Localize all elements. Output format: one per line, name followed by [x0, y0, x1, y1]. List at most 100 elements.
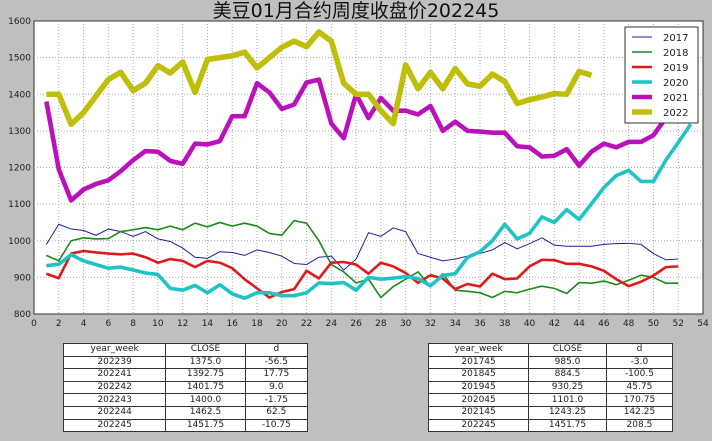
table-cell: 930.25 — [528, 380, 607, 395]
table-cell: 202244 — [62, 405, 167, 420]
x-tick-label: 18 — [251, 319, 263, 329]
x-tick-label: 10 — [152, 319, 164, 329]
table-cell: 201745 — [427, 355, 530, 370]
table-cell: 170.75 — [605, 393, 674, 407]
table-cell: 202245 — [62, 418, 167, 433]
table-cell: CLOSE — [165, 343, 246, 357]
table-row: 202245 1451.75 -10.75 — [62, 418, 309, 433]
y-tick-label: 1000 — [8, 237, 31, 247]
table-cell: 1462.5 — [165, 405, 246, 420]
table-row: 201745 985.0 -3.0 — [427, 355, 674, 370]
table-cell: 142.25 — [605, 405, 674, 420]
x-tick-label: 26 — [350, 319, 362, 329]
table-row: 202242 1401.75 9.0 — [62, 380, 309, 395]
x-tick-label: 54 — [697, 319, 709, 329]
x-tick-label: 16 — [226, 319, 238, 329]
table-row: 202239 1375.0 -56.5 — [62, 355, 309, 370]
x-tick-label: 44 — [573, 319, 585, 329]
table-cell: 202242 — [62, 380, 167, 395]
y-tick-label: 1200 — [8, 164, 31, 174]
x-tick-label: 38 — [499, 319, 511, 329]
x-tick-label: 42 — [549, 319, 560, 329]
left-data-table: year_week CLOSE d 202239 1375.0 -56.5 202241 13… — [62, 343, 309, 433]
table-cell: -10.75 — [244, 418, 309, 433]
x-tick-label: 50 — [648, 319, 660, 329]
table-cell: -56.5 — [244, 355, 309, 370]
table-row: 202045 1101.0 170.75 — [427, 393, 674, 407]
y-tick-label: 1400 — [8, 90, 31, 100]
table-cell: 202243 — [62, 393, 167, 407]
x-tick-label: 8 — [130, 319, 136, 329]
x-tick-label: 22 — [301, 319, 312, 329]
table-cell: 202145 — [427, 405, 530, 420]
table-row: 202243 1400.0 -1.75 — [62, 393, 309, 407]
table-cell: year_week — [62, 343, 167, 357]
series-line-2019 — [45, 249, 679, 299]
x-tick-label: 52 — [672, 319, 683, 329]
legend-label-2017: 2017 — [663, 33, 688, 44]
table-cell: 62.5 — [244, 405, 309, 420]
table-row: 202245 1451.75 208.5 — [427, 418, 674, 433]
x-tick-label: 24 — [326, 319, 338, 329]
table-header-row: year_week CLOSE d — [62, 343, 309, 357]
table-cell: 45.75 — [605, 380, 674, 395]
table-cell: 884.5 — [528, 368, 607, 382]
series-line-2021 — [44, 77, 679, 203]
table-cell: 1400.0 — [165, 393, 246, 407]
table-row: 201845 884.5 -100.5 — [427, 368, 674, 382]
y-tick-label: 800 — [14, 310, 31, 320]
chart-title: 美豆01月合约周度收盘价202245 — [213, 0, 500, 22]
x-tick-label: 4 — [81, 319, 87, 329]
x-tick-label: 12 — [177, 319, 188, 329]
legend-label-2022: 2022 — [663, 108, 688, 119]
table-cell: 17.75 — [244, 368, 309, 382]
y-tick-label: 1500 — [8, 54, 31, 64]
table-cell: d — [605, 343, 674, 357]
table-cell: -3.0 — [605, 355, 674, 370]
table-cell: 1401.75 — [165, 380, 246, 395]
table-cell: 202245 — [427, 418, 530, 433]
x-tick-label: 28 — [375, 319, 387, 329]
table-row: 202145 1243.25 142.25 — [427, 405, 674, 420]
x-tick-label: 0 — [31, 319, 37, 329]
legend-label-2020: 2020 — [663, 78, 688, 89]
series-line-2020 — [46, 123, 693, 301]
legend-label-2019: 2019 — [663, 63, 688, 74]
table-cell: 201845 — [427, 368, 530, 382]
table-cell: 1243.25 — [528, 405, 607, 420]
x-tick-label: 30 — [400, 319, 412, 329]
x-tick-label: 48 — [623, 319, 635, 329]
series-line-2022 — [46, 29, 593, 128]
legend — [624, 26, 699, 124]
y-tick-label: 1600 — [8, 17, 31, 27]
x-tick-label: 32 — [425, 319, 436, 329]
x-tick-label: 6 — [105, 319, 111, 329]
y-tick-label: 1300 — [8, 127, 31, 137]
table-cell: CLOSE — [528, 343, 607, 357]
right-data-table: year_week CLOSE d 201745 985.0 -3.0 201845 884.… — [427, 343, 674, 433]
y-tick-label: 1100 — [8, 200, 31, 210]
table-cell: -1.75 — [244, 393, 309, 407]
x-tick-label: 2 — [56, 319, 62, 329]
legend-label-2021: 2021 — [663, 93, 688, 104]
table-cell: 985.0 — [528, 355, 607, 370]
legend-label-2018: 2018 — [663, 48, 688, 59]
table-cell: year_week — [427, 343, 530, 357]
x-tick-label: 46 — [598, 319, 610, 329]
table-cell: 208.5 — [605, 418, 674, 433]
x-tick-label: 20 — [276, 319, 288, 329]
table-header-row: year_week CLOSE d — [427, 343, 674, 357]
x-tick-label: 36 — [474, 319, 486, 329]
table-cell: 1451.75 — [528, 418, 607, 433]
table-cell: 1101.0 — [528, 393, 607, 407]
table-cell: 1375.0 — [165, 355, 246, 370]
table-cell: -100.5 — [605, 368, 674, 382]
line-chart: 0 2 4 6 8 10 12 14 16 18 20 22 24 26 28 30 32 34 36 38 40 42 4… — [8, 0, 709, 329]
x-tick-label: 40 — [524, 319, 536, 329]
series-line-2018 — [46, 219, 679, 299]
table-cell: 201945 — [427, 380, 530, 395]
y-tick-label: 900 — [14, 273, 31, 283]
x-tick-label: 14 — [202, 319, 214, 329]
table-row: 201945 930.25 45.75 — [427, 380, 674, 395]
table-cell: d — [244, 343, 309, 357]
